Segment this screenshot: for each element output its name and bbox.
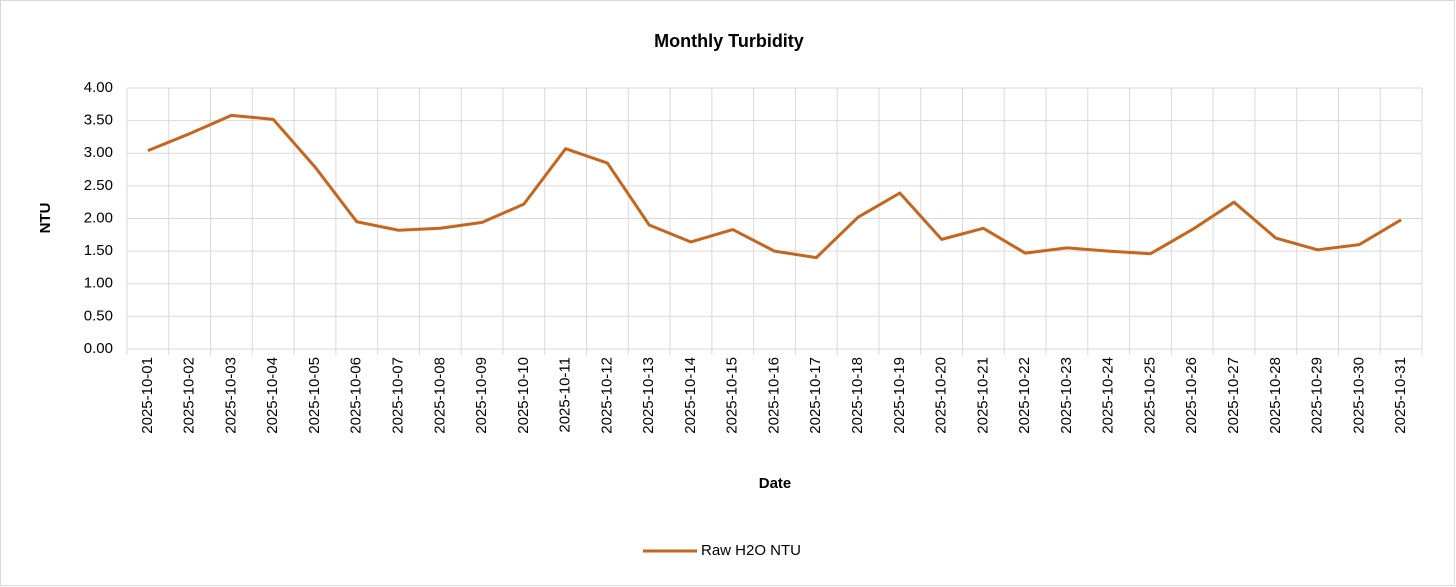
y-tick-label: 0.00 (84, 340, 113, 357)
x-tick-label: 2025-10-19 (891, 357, 908, 434)
x-tick-label: 2025-10-21 (974, 357, 991, 434)
x-tick-label: 2025-10-15 (724, 357, 741, 434)
x-tick-label: 2025-10-12 (598, 357, 615, 434)
data-line (147, 113, 1402, 260)
x-axis-title: Date (759, 475, 792, 492)
x-tick-label: 2025-10-27 (1225, 357, 1242, 434)
x-tick-label: 2025-10-30 (1350, 357, 1367, 434)
x-tick-label: 2025-10-01 (139, 357, 156, 434)
y-tick-label: 3.50 (84, 112, 113, 129)
y-axis-title: NTU (37, 203, 54, 234)
x-tick-label: 2025-10-24 (1100, 357, 1117, 434)
x-tick-label: 2025-10-08 (431, 357, 448, 434)
x-tick-label: 2025-10-17 (807, 357, 824, 434)
x-tick-label: 2025-10-22 (1016, 357, 1033, 434)
y-tick-label: 1.00 (84, 275, 113, 292)
y-tick-label: 2.50 (84, 177, 113, 194)
x-tick-label: 2025-10-03 (222, 357, 239, 434)
x-tick-label: 2025-10-10 (515, 357, 532, 434)
y-tick-label: 0.50 (84, 307, 113, 324)
x-tick-label: 2025-10-29 (1309, 357, 1326, 434)
x-tick-label: 2025-10-05 (306, 357, 323, 434)
x-tick-label: 2025-10-02 (181, 357, 198, 434)
x-tick-label: 2025-10-25 (1141, 357, 1158, 434)
y-tick-label: 1.50 (84, 242, 113, 259)
x-tick-label: 2025-10-04 (264, 357, 281, 434)
x-tick-label: 2025-10-23 (1058, 357, 1075, 434)
x-tick-label: 2025-10-11 (557, 357, 574, 433)
x-tick-label: 2025-10-26 (1183, 357, 1200, 434)
x-tick-label: 2025-10-18 (849, 357, 866, 434)
x-tick-label: 2025-10-31 (1392, 357, 1409, 434)
y-tick-label: 3.00 (84, 144, 113, 161)
x-tick-label: 2025-10-20 (933, 357, 950, 434)
x-tick-label: 2025-10-07 (390, 357, 407, 434)
x-tick-label: 2025-10-14 (682, 357, 699, 434)
x-tick-label: 2025-10-09 (473, 357, 490, 434)
x-tick-label: 2025-10-13 (640, 357, 657, 434)
y-tick-label: 4.00 (84, 79, 113, 96)
y-tick-label: 2.00 (84, 209, 113, 226)
x-tick-label: 2025-10-16 (765, 357, 782, 434)
x-tick-label: 2025-10-06 (348, 357, 365, 434)
x-tick-label: 2025-10-28 (1267, 357, 1284, 434)
chart-title: Monthly Turbidity (654, 31, 804, 51)
legend-label: Raw H2O NTU (701, 542, 801, 559)
